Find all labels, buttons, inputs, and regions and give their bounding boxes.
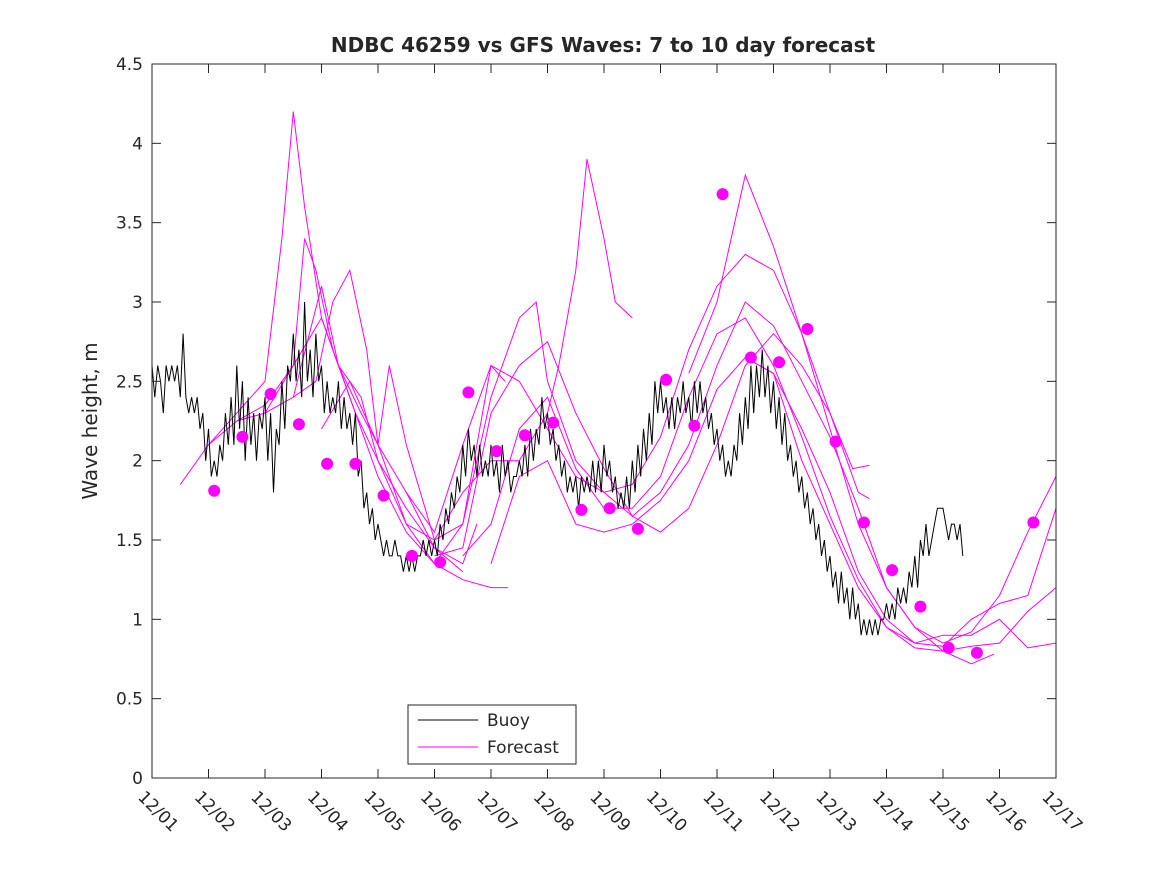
forecast-point-26 bbox=[914, 600, 927, 613]
y-tick-label: 1.5 bbox=[116, 531, 143, 551]
y-tick-label: 3 bbox=[132, 293, 143, 313]
forecast-point-29 bbox=[1027, 516, 1040, 529]
forecast-point-27 bbox=[942, 641, 955, 654]
forecast-point-17 bbox=[660, 373, 673, 386]
y-tick-label: 2.5 bbox=[116, 372, 143, 392]
buoy-line bbox=[151, 301, 964, 636]
y-tick-label: 3.5 bbox=[116, 214, 143, 234]
forecast-point-4 bbox=[292, 418, 305, 431]
forecast-point-28 bbox=[970, 646, 983, 659]
forecast-point-15 bbox=[603, 502, 616, 515]
forecast-point-10 bbox=[462, 386, 475, 399]
forecast-line-5 bbox=[293, 159, 633, 541]
y-axis-label: Wave height, m bbox=[78, 342, 102, 499]
marker-layer bbox=[208, 188, 1040, 659]
legend-box bbox=[407, 704, 577, 765]
forecast-point-3 bbox=[264, 388, 277, 400]
y-tick-label: 4.5 bbox=[116, 55, 143, 75]
forecast-point-25 bbox=[886, 564, 899, 577]
legend-forecast-label: Forecast bbox=[487, 738, 559, 758]
forecast-line-2 bbox=[208, 238, 464, 573]
forecast-point-1 bbox=[208, 484, 221, 497]
forecast-point-6 bbox=[349, 457, 362, 470]
forecast-point-7 bbox=[377, 489, 390, 502]
forecast-point-23 bbox=[829, 435, 842, 448]
y-tick-label: 1 bbox=[132, 610, 143, 630]
forecast-point-12 bbox=[518, 429, 531, 442]
legend: Buoy Forecast bbox=[407, 704, 577, 765]
legend-buoy-label: Buoy bbox=[487, 711, 530, 731]
forecast-line-12 bbox=[745, 357, 1057, 649]
forecast-line-9 bbox=[462, 317, 1057, 652]
forecast-point-22 bbox=[801, 323, 814, 335]
forecast-line-4 bbox=[264, 285, 506, 565]
y-tick-label: 0 bbox=[132, 769, 143, 789]
forecast-point-2 bbox=[236, 430, 249, 443]
forecast-line-11 bbox=[688, 173, 1057, 644]
y-tick-label: 2 bbox=[132, 452, 143, 472]
forecast-point-18 bbox=[688, 419, 701, 432]
forecast-point-13 bbox=[547, 416, 560, 429]
forecast-point-24 bbox=[857, 516, 870, 529]
y-tick-label: 0.5 bbox=[116, 690, 143, 710]
chart-title: NDBC 46259 vs GFS Waves: 7 to 10 day for… bbox=[331, 33, 876, 57]
forecast-point-21 bbox=[773, 356, 786, 369]
forecast-point-11 bbox=[490, 445, 503, 458]
forecast-point-9 bbox=[434, 556, 447, 569]
y-tick-label: 4 bbox=[132, 134, 143, 154]
forecast-point-5 bbox=[321, 457, 334, 470]
forecast-point-19 bbox=[716, 188, 729, 201]
forecast-point-20 bbox=[744, 351, 757, 364]
forecast-point-8 bbox=[405, 549, 418, 562]
series-layer bbox=[151, 111, 1057, 665]
forecast-point-16 bbox=[631, 522, 644, 535]
forecast-point-14 bbox=[575, 503, 588, 516]
